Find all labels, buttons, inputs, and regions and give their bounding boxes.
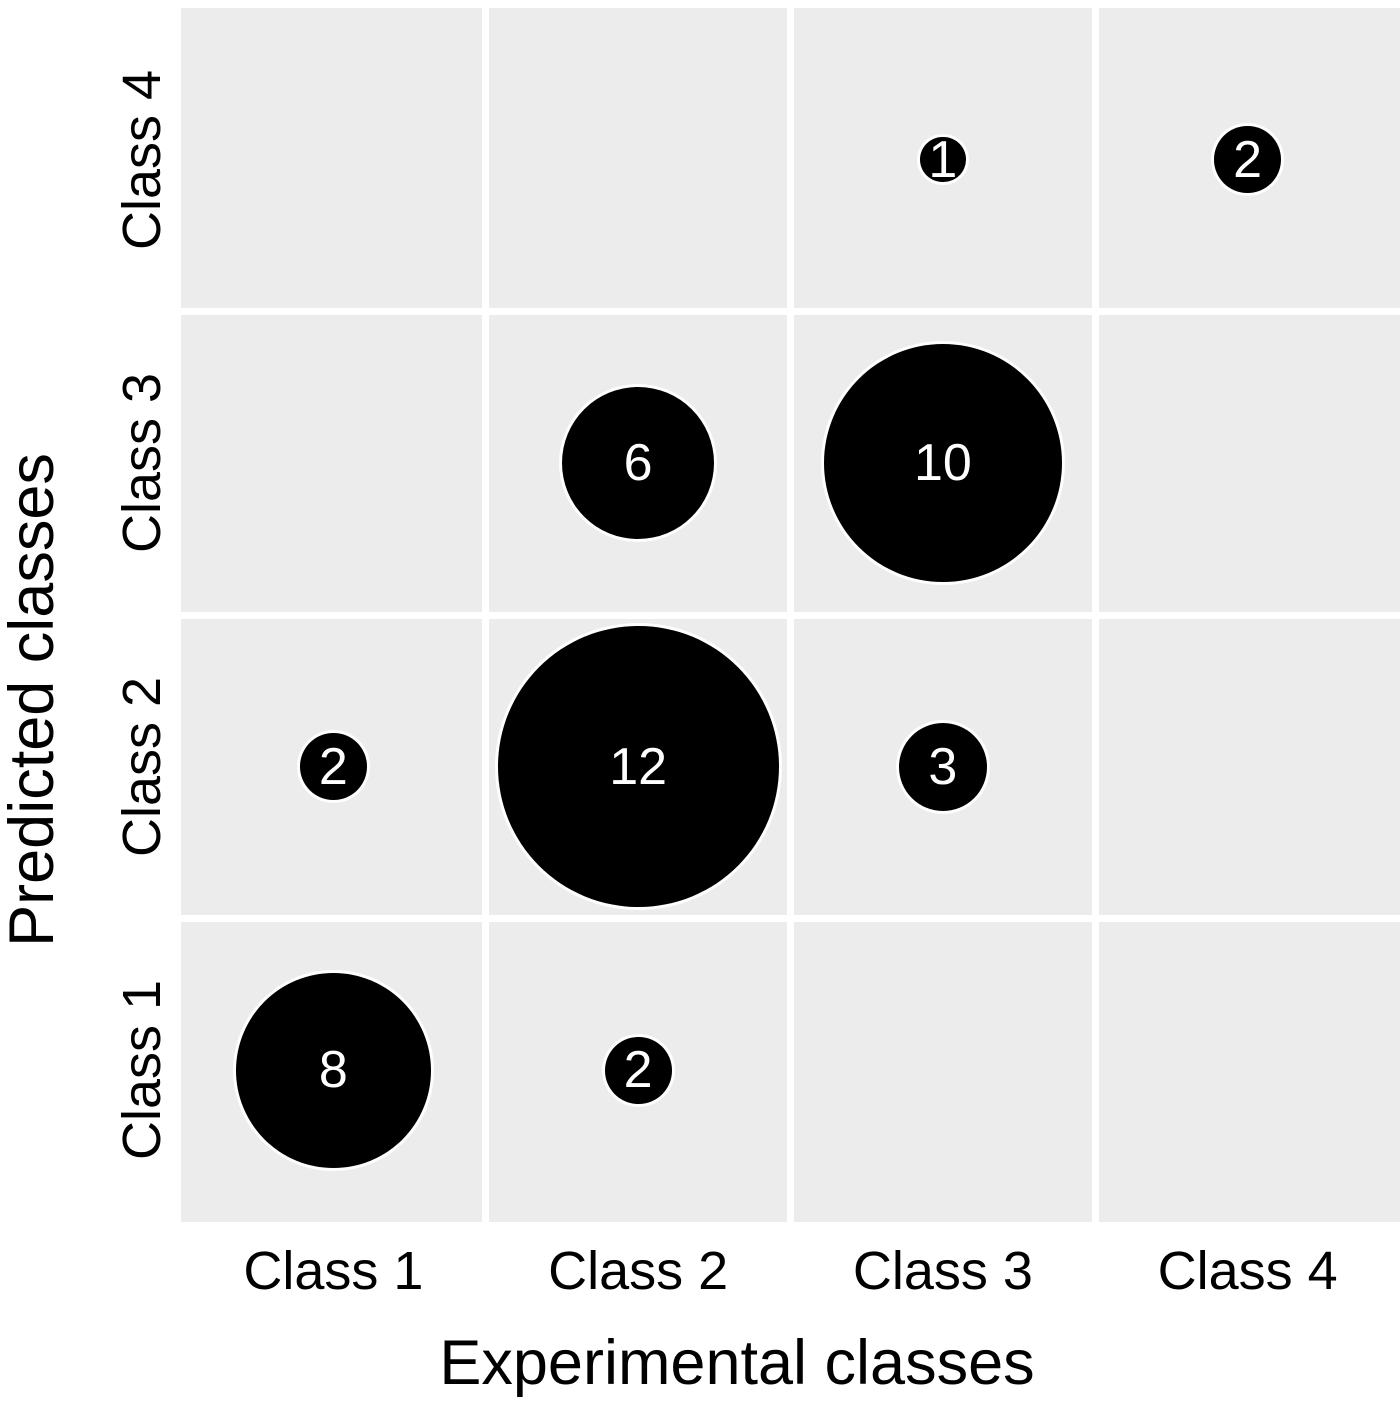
y-tick-label: Class 2	[112, 676, 172, 857]
bubble: 6	[561, 387, 715, 540]
bubble-value-label: 3	[928, 737, 958, 796]
y-tick-label: Class 4	[112, 69, 172, 250]
bubble-value-label: 12	[609, 737, 668, 796]
x-tick-label: Class 1	[243, 1241, 424, 1301]
bubble: 2	[299, 733, 367, 801]
bubble: 8	[235, 972, 431, 1168]
bubble: 1	[920, 134, 966, 186]
bubble-value-label: 2	[1233, 130, 1263, 189]
x-axis-title: Experimental classes	[439, 1328, 1035, 1398]
x-tick-label: Class 2	[548, 1241, 729, 1301]
panel-gridline-horizontal	[181, 611, 1400, 619]
plot-panel: 8 2 2 12 3 6 10 1 2	[181, 8, 1400, 1222]
bubble-value-label: 10	[913, 434, 972, 493]
bubble-value-label: 8	[318, 1041, 348, 1100]
bubble: 2	[604, 1036, 672, 1104]
bubble: 12	[497, 626, 779, 908]
bubble-value-label: 2	[318, 737, 348, 796]
panel-gridline-horizontal	[181, 308, 1400, 315]
bubble-value-label: 2	[623, 1041, 653, 1100]
x-tick-label: Class 3	[852, 1241, 1033, 1301]
y-axis-title: Predicted classes	[0, 453, 67, 947]
bubble: 10	[823, 344, 1062, 583]
y-tick-label: Class 3	[112, 373, 172, 554]
bubble: 2	[1214, 126, 1282, 194]
bubble-value-label: 6	[623, 434, 653, 493]
panel-gridline-horizontal	[181, 915, 1400, 922]
x-tick-label: Class 4	[1157, 1241, 1338, 1301]
bubble-value-label: 1	[928, 130, 958, 189]
y-tick-label: Class 1	[112, 980, 172, 1161]
bubble: 3	[898, 722, 987, 811]
